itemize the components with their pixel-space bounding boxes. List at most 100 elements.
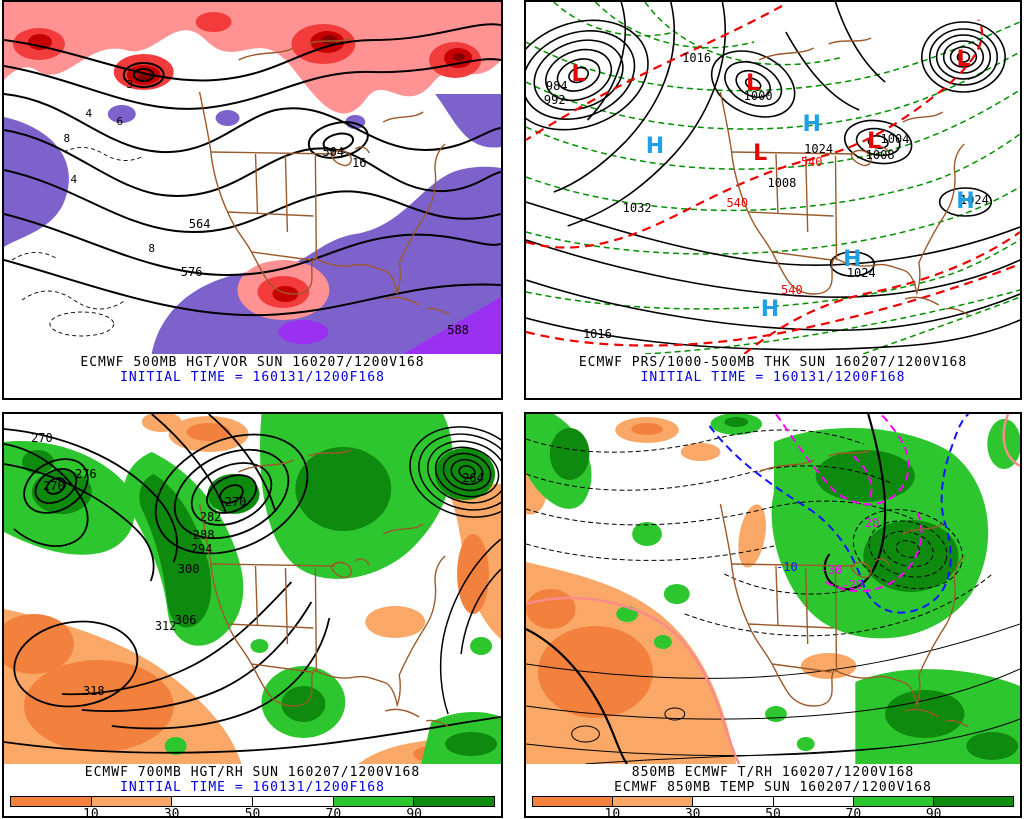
map-mslp-thickness: 984 992 1016 1000 1032 1024 540 1008 1004 1008 540… xyxy=(526,2,1020,354)
temp-contours-heavy xyxy=(526,414,887,764)
panel-mslp-thickness: 984 992 1016 1000 1032 1024 540 1008 1004 1008 540… xyxy=(524,0,1022,400)
contour-label: 1008 xyxy=(767,176,797,190)
contour-label: 984 xyxy=(545,79,568,93)
vorticity-negative-core-shading xyxy=(278,297,501,354)
colorbar-tick-label: 70 xyxy=(325,807,342,819)
map-850mb-temp-rh: -10 -30 -20 20 xyxy=(526,414,1020,764)
thickness-540-lines xyxy=(526,5,1020,354)
contour-label: 300 xyxy=(177,562,200,576)
rh-colorbar-ticks: 10 30 50 70 90 xyxy=(10,808,495,819)
height-contours xyxy=(4,23,501,317)
contour-label: 504 xyxy=(322,145,345,159)
contour-label: -10 xyxy=(776,560,798,574)
contour-label: 1024 xyxy=(959,193,989,207)
vorticity-negative-shading xyxy=(4,20,501,354)
contour-label: 576 xyxy=(180,265,203,279)
caption-850mb-temp: ECMWF 850MB TEMP SUN 160207/1200V168 xyxy=(614,780,932,795)
geography-outline xyxy=(719,37,969,316)
contour-label: 540 xyxy=(781,283,803,297)
map-mslp-canvas xyxy=(526,2,1020,354)
colorbar-segment xyxy=(773,797,854,806)
contour-label: 318 xyxy=(82,684,105,698)
contour-label: 1000 xyxy=(743,89,773,103)
contour-label: 8 xyxy=(148,242,155,255)
contour-label: 270 xyxy=(224,495,247,509)
rh-dry-shading xyxy=(526,417,1020,764)
map-500mb-canvas xyxy=(4,2,501,354)
contour-label: 992 xyxy=(543,93,566,107)
contour-label: 276 xyxy=(74,467,97,481)
low-pressure-symbol: L xyxy=(571,62,586,87)
low-pressure-symbol: L xyxy=(867,129,882,154)
colorbar-segment xyxy=(11,797,92,806)
colorbar-segment xyxy=(414,797,495,806)
contour-label: 1016 xyxy=(682,51,712,65)
panel-700mb-hgt-rh: 270 276 270 270 264 282 288 294 300 306 312 318 ECM… xyxy=(2,412,503,819)
contour-label: 20 xyxy=(864,516,880,530)
temp-contours-dashed xyxy=(526,429,993,637)
colorbar-tick-label: 30 xyxy=(684,807,701,819)
contour-label: 1016 xyxy=(582,327,612,341)
isotherm-minus20-magenta xyxy=(775,414,923,593)
colorbar-tick-label: 10 xyxy=(604,807,621,819)
contour-label: 564 xyxy=(188,217,211,231)
caption-850mb-t-rh: 850MB ECMWF T/RH 160207/1200V168 xyxy=(631,765,915,780)
map-500mb-hgt-vor: 504 16 564 576 588 3 4 6 8 4 8 xyxy=(4,2,501,354)
panel-850mb-temp-rh: -10 -30 -20 20 850MB ECMWF T/RH 160207/1200… xyxy=(524,412,1022,819)
isotherm-zero-pink xyxy=(526,414,1020,764)
colorbar-segment xyxy=(933,797,1014,806)
colorbar-segment xyxy=(91,797,173,806)
contour-label: 270 xyxy=(43,479,65,493)
caption-mslp-init-time: INITIAL TIME = 160131/1200F168 xyxy=(640,370,906,385)
geography-outline xyxy=(198,37,450,316)
colorbar-segment xyxy=(333,797,415,806)
vorticity-positive-shading xyxy=(4,2,501,320)
colorbar-segment xyxy=(693,797,774,806)
geography-outline xyxy=(198,449,450,728)
contour-label: 312 xyxy=(154,619,177,633)
map-700mb-hgt-rh: 270 276 270 270 264 282 288 294 300 306 312 318 xyxy=(4,414,501,764)
contour-label: 1032 xyxy=(622,201,652,215)
contour-label: 540 xyxy=(800,155,823,169)
caption-500mb: ECMWF 500MB HGT/VOR SUN 160207/1200V168 xyxy=(80,355,425,370)
low-pressure-symbol: L xyxy=(753,141,768,166)
rh-colorbar-ticks: 10 30 50 70 90 xyxy=(532,808,1014,819)
contour-label: 1024 xyxy=(846,266,876,280)
contour-label: 1004 xyxy=(880,132,910,146)
contour-label: 270 xyxy=(31,431,53,445)
rh-colorbar xyxy=(532,796,1014,807)
contour-label: -30 xyxy=(820,563,843,577)
caption-500mb-init-time: INITIAL TIME = 160131/1200F168 xyxy=(120,370,385,385)
colorbar-tick-label: 90 xyxy=(406,807,422,819)
colorbar-segment xyxy=(253,797,334,806)
low-pressure-symbol: L xyxy=(746,71,761,96)
contour-label: 264 xyxy=(462,471,484,485)
high-pressure-symbol: H xyxy=(843,247,862,272)
contour-label: 3 xyxy=(126,78,134,91)
contour-label: 4 xyxy=(70,173,78,186)
colorbar-tick-label: 10 xyxy=(83,807,99,819)
panel-500mb-hgt-vor: 504 16 564 576 588 3 4 6 8 4 8 ECMWF 500MB HGT/VOR… xyxy=(2,0,503,400)
contour-label: 6 xyxy=(116,115,124,128)
isotherm-minus10-blue xyxy=(708,414,970,614)
contour-label: 1024 xyxy=(804,142,834,156)
vorticity-thin-contours xyxy=(11,147,144,337)
height-contours-packed xyxy=(409,426,501,715)
colorbar-tick-label: 50 xyxy=(244,807,261,819)
colorbar-tick-label: 30 xyxy=(163,807,180,819)
contour-label: 1008 xyxy=(865,148,895,162)
contour-label: 540 xyxy=(726,196,749,210)
contour-label: 288 xyxy=(192,528,215,542)
colorbar-segment xyxy=(613,797,694,806)
contour-label: 588 xyxy=(447,323,469,337)
contour-label: -20 xyxy=(841,578,864,592)
colorbar-tick-label: 70 xyxy=(845,807,862,819)
caption-700mb-init-time: INITIAL TIME = 160131/1200F168 xyxy=(120,780,385,795)
contour-label: 4 xyxy=(85,107,93,120)
map-700mb-canvas xyxy=(4,414,501,764)
map-850mb-canvas xyxy=(526,414,1020,764)
caption-700mb: ECMWF 700MB HGT/RH SUN 160207/1200V168 xyxy=(84,765,421,780)
colorbar-segment xyxy=(172,797,254,806)
contour-label: 294 xyxy=(190,542,213,556)
